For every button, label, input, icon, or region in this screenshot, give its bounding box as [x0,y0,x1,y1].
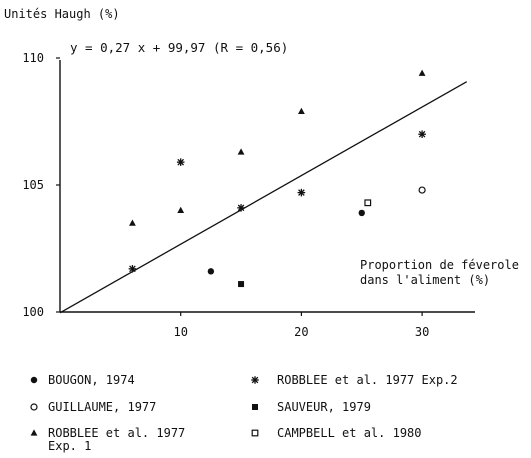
legend-label: CAMPBELL et al. 1980 [277,426,422,440]
open-square-marker [364,199,372,207]
axis-ticks: 10 20 30 100 105 110 [22,51,429,339]
data-point-triangle [129,219,136,226]
triangle-marker [129,219,136,226]
legend-marker [30,376,38,384]
legend-label: ROBBLEE et al. 1977 [48,426,185,440]
filled-square-marker [252,404,258,410]
legend-marker [30,429,38,436]
x-axis-title-line-1: Proportion de féverole [360,258,519,272]
regression-line [59,81,468,314]
x-axis-title: Proportion de féverole dans l'aliment (%… [360,258,519,287]
x-tick-label: 30 [415,325,429,339]
legend-label: BOUGON, 1974 [48,373,135,387]
filled-circle-marker [358,209,365,217]
x-tick-label: 10 [173,325,187,339]
filled-square-marker [238,281,245,288]
data-point-triangle [237,148,245,155]
regression-equation: y = 0,27 x + 99,97 (R = 0,56) [70,40,288,55]
legend-item: CAMPBELL et al. 1980 [251,426,422,440]
open-circle-marker [30,403,38,411]
data-points [128,69,426,288]
legend-label: GUILLAUME, 1977 [48,400,156,414]
data-point-triangle [298,107,305,114]
data-point-asterisk [297,188,306,197]
asterisk-stroke [129,265,136,273]
x-tick-label: 20 [294,325,308,339]
data-point-filled-circle [358,209,365,217]
y-tick-label: 105 [22,178,44,192]
y-tick-label: 110 [22,51,44,65]
legend-marker [251,376,259,384]
legend-label: Exp. 1 [48,439,91,453]
data-point-asterisk [128,265,137,273]
x-axis-title-line-2: dans l'aliment (%) [360,273,490,287]
triangle-marker [237,148,245,155]
asterisk-stroke [237,204,245,212]
open-square-marker [251,429,259,437]
open-circle-marker [418,186,426,194]
data-point-open-circle [418,186,426,194]
data-point-asterisk [237,204,245,212]
data-point-triangle [418,69,426,76]
asterisk-stroke [298,189,305,196]
legend-item: GUILLAUME, 1977 [30,400,156,414]
filled-circle-marker [30,376,38,384]
legend-marker [251,429,259,437]
asterisk-stroke [251,376,259,384]
data-point-open-square [364,199,372,207]
asterisk-stroke [177,158,185,166]
triangle-marker [298,107,305,114]
legend-label: ROBBLEE et al. 1977 Exp.2 [277,373,458,387]
legend-item: BOUGON, 1974 [30,373,135,387]
y-axis-label: Unités Haugh (%) [4,7,120,21]
legend-label: SAUVEUR, 1979 [277,400,371,414]
axes [59,60,475,313]
legend: BOUGON, 1974 GUILLAUME, 1977 ROBBLEE et al… [30,373,458,453]
legend-marker [252,404,258,410]
asterisk-stroke [418,130,426,138]
legend-marker [30,403,38,411]
regression-line-group [59,81,468,314]
triangle-marker [177,206,185,213]
data-point-triangle [177,206,185,213]
triangle-marker [30,429,38,436]
triangle-marker [418,69,426,76]
legend-item: SAUVEUR, 1979 [252,400,371,414]
data-point-filled-square [238,281,245,288]
data-point-filled-circle [207,268,215,275]
y-tick-label: 100 [22,305,44,319]
data-point-asterisk [418,130,426,138]
legend-item: ROBBLEE et al. 1977 Exp.2 [251,373,458,387]
data-point-asterisk [176,158,185,166]
filled-circle-marker [207,268,215,275]
